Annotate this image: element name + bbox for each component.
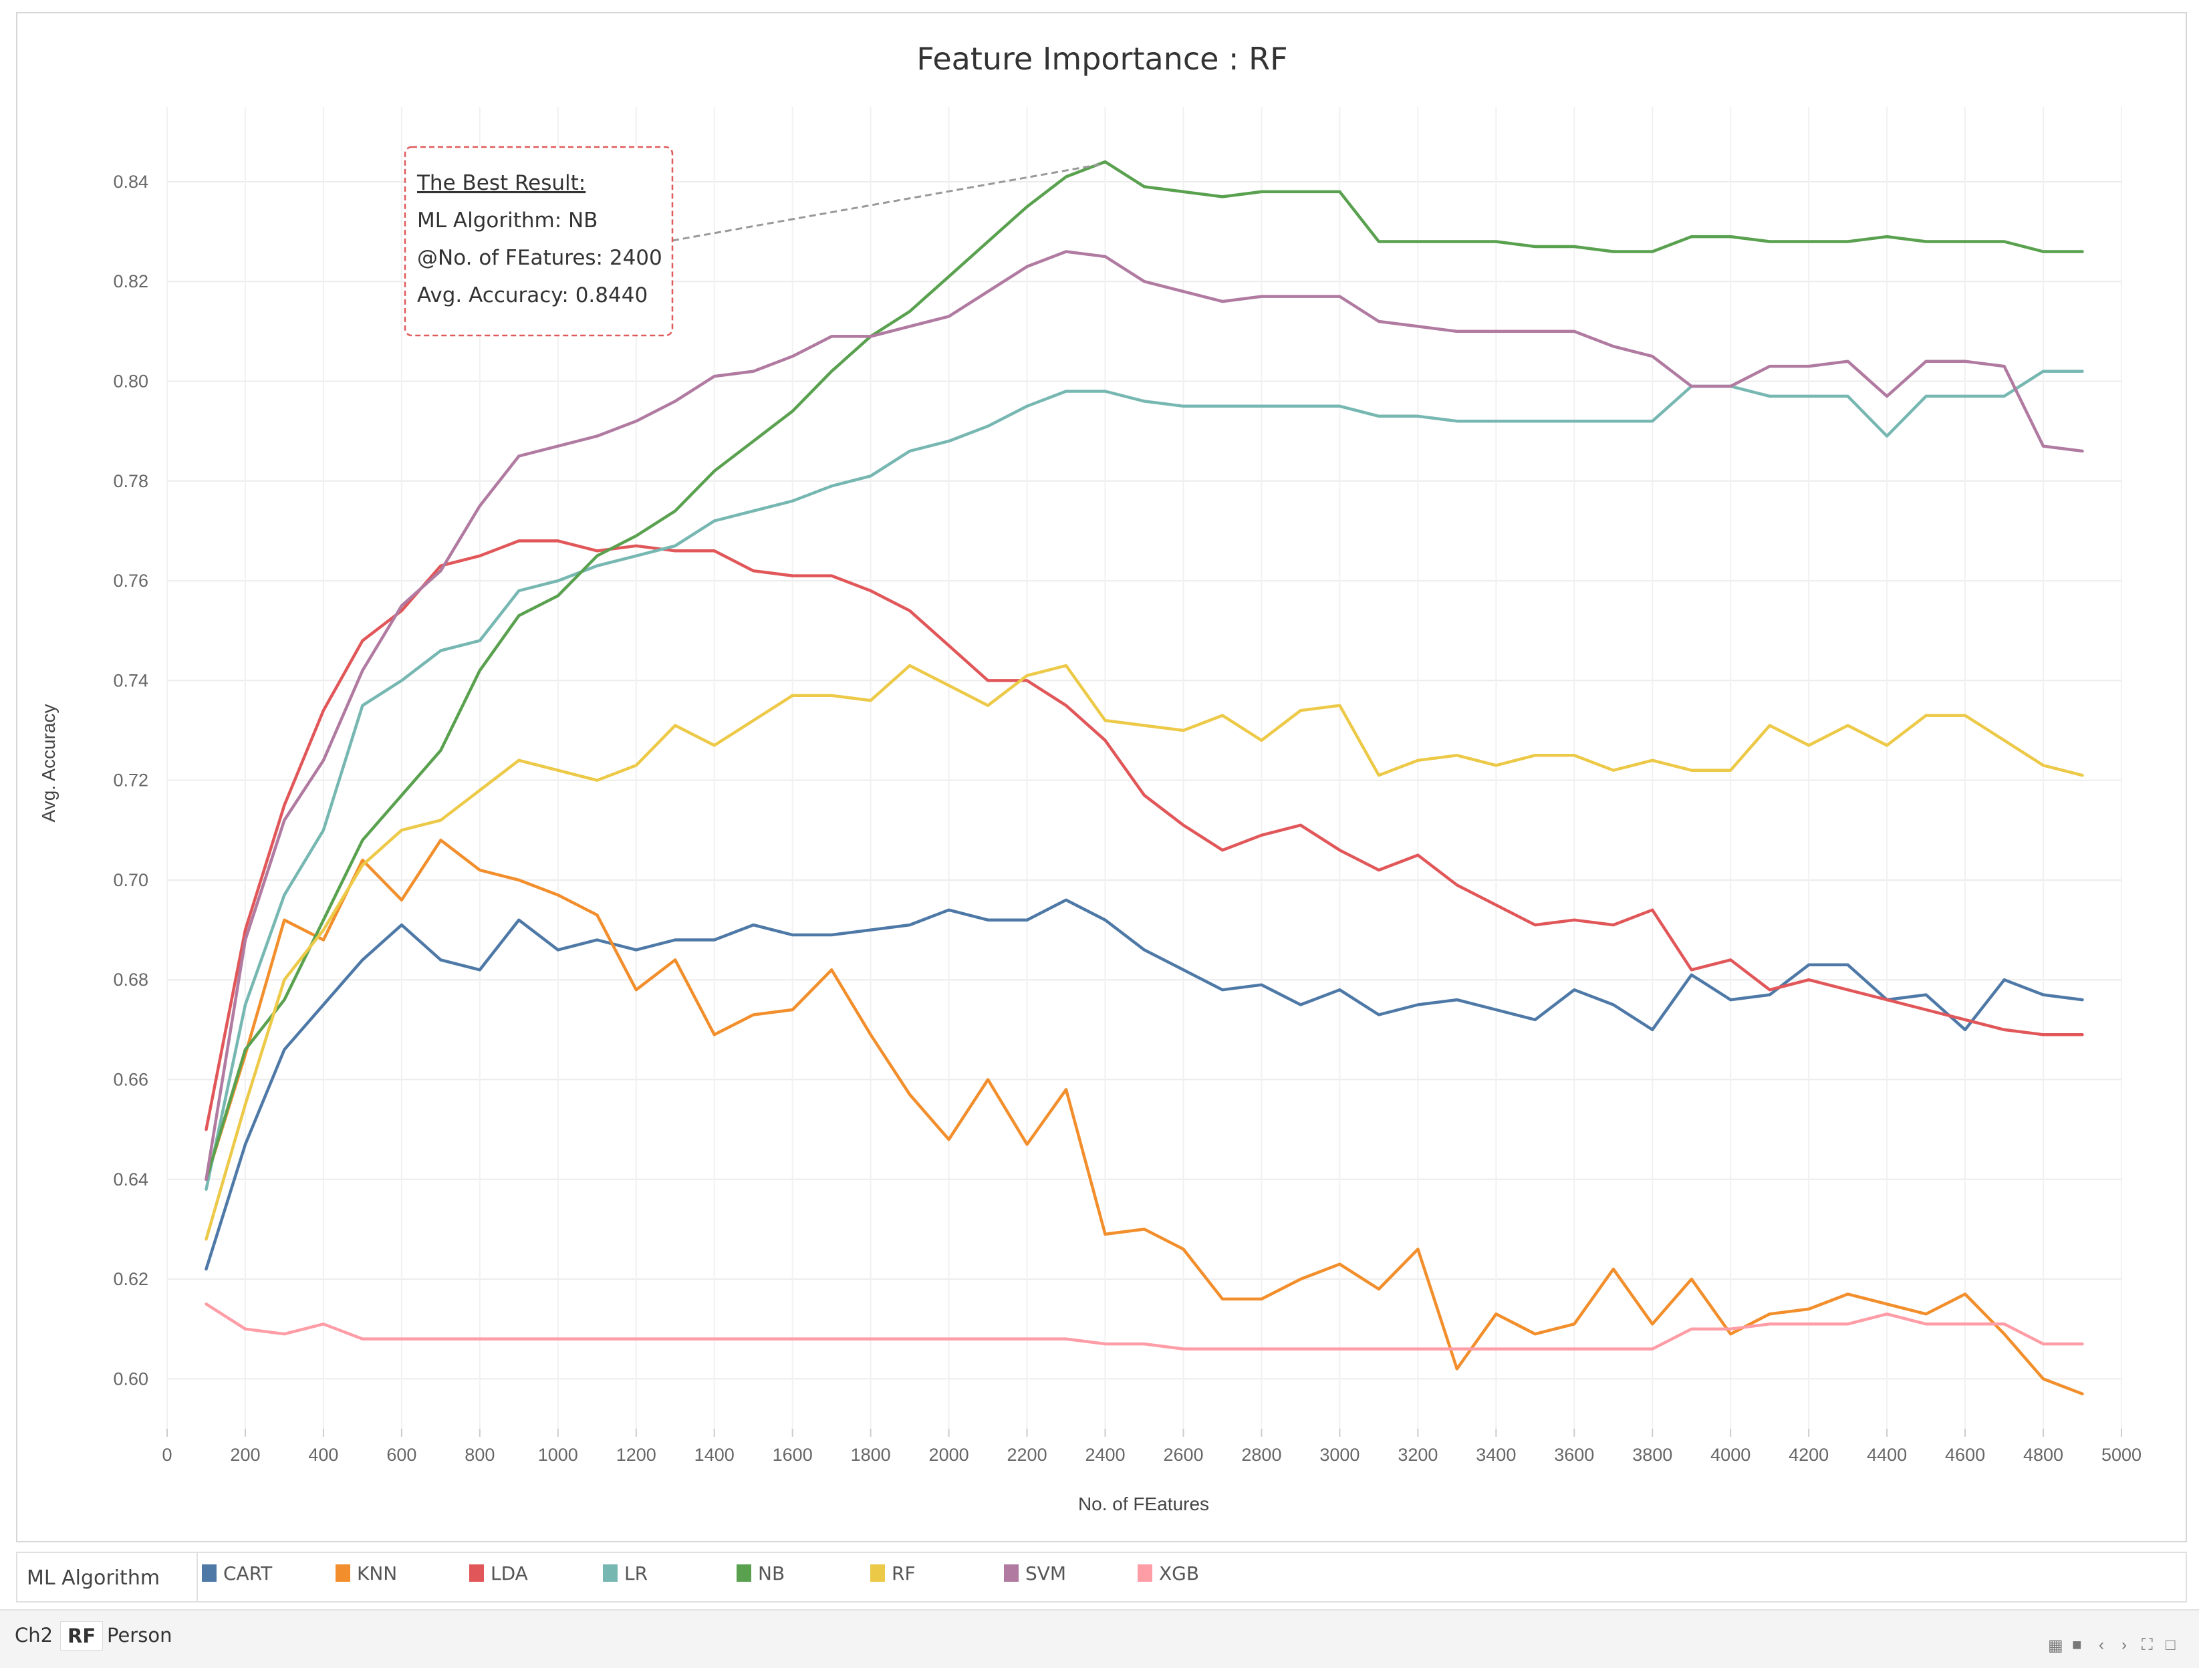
- y-tick-label: 0.76: [113, 571, 148, 591]
- x-tick-label: 1800: [851, 1445, 891, 1465]
- series-line-lr[interactable]: [205, 370, 2084, 1191]
- series-line-cart[interactable]: [205, 898, 2084, 1271]
- legend-title: ML Algorithm: [27, 1566, 160, 1590]
- annotation-algorithm: ML Algorithm: NB: [417, 208, 598, 233]
- y-tick-label: 0.80: [113, 372, 148, 392]
- legend-label: CART: [223, 1562, 273, 1584]
- legend-item-lda[interactable]: LDA: [469, 1560, 528, 1586]
- annotation-accuracy: Avg. Accuracy: 0.8440: [417, 283, 648, 307]
- x-tick-label: 2200: [1007, 1445, 1047, 1465]
- annotation-leader-line: [672, 163, 1100, 242]
- tab-person[interactable]: Person: [107, 1624, 172, 1647]
- x-tick-label: 3400: [1476, 1445, 1516, 1465]
- x-tick-label: 600: [386, 1445, 416, 1465]
- legend-item-knn[interactable]: KNN: [336, 1560, 397, 1586]
- viz-frame: Feature Importance : RF 0.60 0.62 0.64 0.66…: [16, 12, 2187, 1542]
- legend-label: SVM: [1025, 1562, 1067, 1584]
- annotation-features: @No. of FEatures: 2400: [417, 246, 662, 270]
- x-tick-label: 2000: [929, 1445, 969, 1465]
- legend-swatch: [1138, 1564, 1152, 1582]
- legend-label: XGB: [1159, 1562, 1200, 1584]
- legend-item-svm[interactable]: SVM: [1004, 1560, 1066, 1586]
- y-tick-label: 0.72: [113, 771, 148, 791]
- x-axis-title: No. of FEatures: [1078, 1494, 1209, 1514]
- x-tick-label: 3000: [1319, 1445, 1360, 1465]
- y-axis-title: Avg. Accuracy: [38, 704, 59, 823]
- legend-swatch: [870, 1564, 885, 1582]
- next-icon[interactable]: ›: [2121, 1636, 2127, 1654]
- y-tick-label: 0.64: [113, 1169, 148, 1189]
- square-icon[interactable]: ■: [2072, 1636, 2082, 1654]
- x-tick-label: 2400: [1085, 1445, 1125, 1465]
- legend-label: RF: [892, 1562, 916, 1584]
- x-tick-label: 4800: [2023, 1445, 2063, 1465]
- series-line-nb[interactable]: [205, 160, 2084, 1181]
- x-tick-label: 1200: [616, 1445, 656, 1465]
- x-tick-label: 4600: [1945, 1445, 1985, 1465]
- legend-swatch: [603, 1564, 618, 1582]
- y-tick-label: 0.78: [113, 471, 148, 491]
- tab-ch2[interactable]: Ch2: [15, 1624, 53, 1647]
- x-tick-label: 0: [162, 1445, 172, 1465]
- y-tick-label: 0.60: [113, 1369, 148, 1389]
- tab-rf[interactable]: RF: [60, 1621, 104, 1651]
- y-tick-label: 0.82: [113, 271, 148, 291]
- legend: ML Algorithm CART KNN LDA LR NB RF SVM XGB: [16, 1552, 2187, 1602]
- x-tick-label: 2800: [1241, 1445, 1281, 1465]
- y-tick-label: 0.84: [113, 172, 148, 192]
- legend-label: NB: [758, 1562, 785, 1584]
- y-tick-label: 0.62: [113, 1269, 148, 1289]
- line-chart: Feature Importance : RF 0.60 0.62 0.64 0.66…: [38, 41, 2142, 1514]
- legend-item-rf[interactable]: RF: [870, 1560, 916, 1586]
- series-line-svm[interactable]: [205, 250, 2084, 1181]
- prev-icon[interactable]: ‹: [2099, 1636, 2104, 1654]
- y-tick-label: 0.70: [113, 870, 148, 890]
- x-tick-label: 200: [230, 1445, 260, 1465]
- x-tick-label: 800: [465, 1445, 495, 1465]
- series-line-lda[interactable]: [205, 539, 2084, 1131]
- legend-swatch: [336, 1564, 350, 1582]
- x-tick-label: 1400: [694, 1445, 735, 1465]
- series-line-rf[interactable]: [205, 664, 2084, 1241]
- x-tick-label: 3200: [1398, 1445, 1438, 1465]
- sheet-tab-strip: Ch2 RF Person ▦ ■ ‹ › ⛶ □: [0, 1609, 2199, 1668]
- series-line-knn[interactable]: [205, 838, 2084, 1396]
- legend-item-xgb[interactable]: XGB: [1138, 1560, 1199, 1586]
- legend-swatch: [737, 1564, 751, 1582]
- legend-divider: [197, 1553, 198, 1601]
- x-tick-label: 2600: [1163, 1445, 1203, 1465]
- x-tick-label: 4000: [1710, 1445, 1751, 1465]
- fullscreen-icon[interactable]: ⛶: [2142, 1636, 2153, 1654]
- x-tick-label: 1600: [773, 1445, 813, 1465]
- x-tick-label: 4200: [1789, 1445, 1829, 1465]
- comment-icon[interactable]: □: [2166, 1636, 2176, 1654]
- legend-label: LR: [624, 1562, 648, 1584]
- chart-title: Feature Importance : RF: [916, 41, 1287, 77]
- x-tick-label: 1000: [538, 1445, 578, 1465]
- y-tick-label: 0.68: [113, 970, 148, 990]
- x-tick-label: 5000: [2101, 1445, 2142, 1465]
- x-tick-label: 400: [308, 1445, 338, 1465]
- x-tick-label: 4400: [1867, 1445, 1907, 1465]
- annotation-heading: The Best Result:: [416, 171, 586, 195]
- legend-swatch: [469, 1564, 484, 1582]
- legend-item-lr[interactable]: LR: [603, 1560, 648, 1586]
- grid-icon[interactable]: ▦: [2048, 1637, 2063, 1655]
- legend-item-cart[interactable]: CART: [202, 1560, 272, 1586]
- series-line-xgb[interactable]: [205, 1302, 2084, 1351]
- y-tick-label: 0.66: [113, 1070, 148, 1090]
- legend-swatch: [202, 1564, 217, 1582]
- x-tick-label: 3800: [1632, 1445, 1672, 1465]
- legend-label: LDA: [491, 1562, 528, 1584]
- legend-swatch: [1004, 1564, 1019, 1582]
- legend-item-nb[interactable]: NB: [737, 1560, 785, 1586]
- legend-label: KNN: [357, 1562, 398, 1584]
- y-tick-label: 0.74: [113, 670, 148, 690]
- annotation-box: [404, 146, 674, 337]
- x-tick-label: 3600: [1554, 1445, 1594, 1465]
